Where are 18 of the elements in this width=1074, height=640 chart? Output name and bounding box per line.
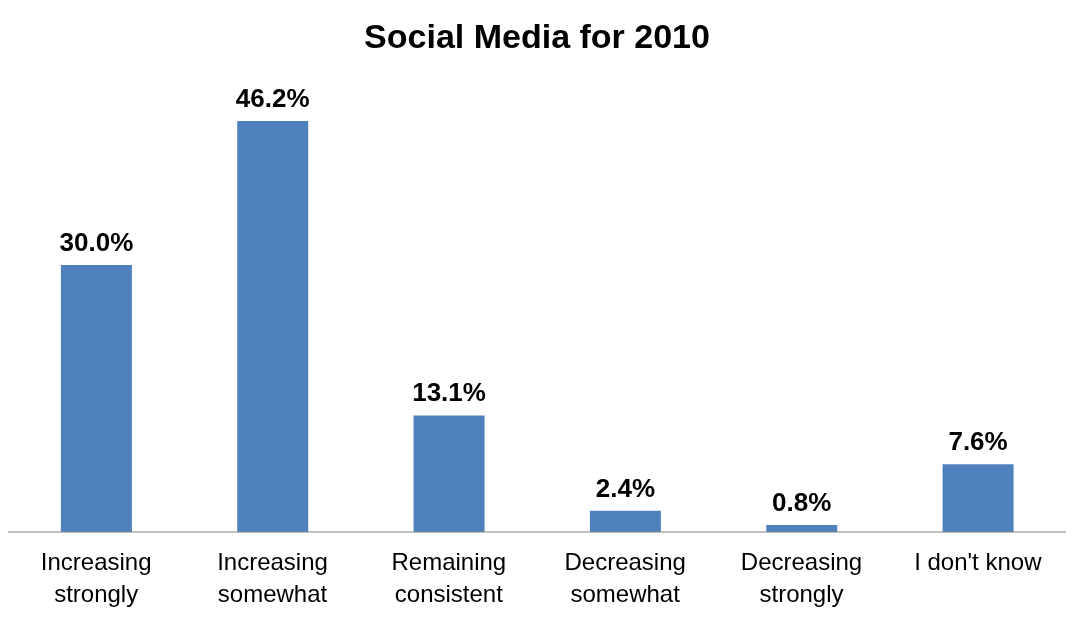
data-label: 30.0% xyxy=(59,227,134,258)
x-tick-label: Increasing somewhat xyxy=(217,548,328,607)
x-tick-label: I don't know xyxy=(914,548,1043,575)
data-label: 46.2% xyxy=(235,82,310,113)
data-label: 7.6% xyxy=(948,426,1008,457)
data-label: 2.4% xyxy=(595,472,656,503)
bar xyxy=(60,265,132,532)
bar xyxy=(237,120,309,532)
bar xyxy=(942,464,1014,532)
chart-title: Social Media for 2010 xyxy=(363,16,711,57)
data-label: 0.8% xyxy=(772,486,832,517)
x-tick-label: Decreasing somewhat xyxy=(564,548,686,607)
x-tick-label: Remaining consistent xyxy=(391,548,507,607)
bar xyxy=(413,415,485,532)
x-tick-label: Decreasing strongly xyxy=(740,548,863,607)
bar xyxy=(589,510,661,532)
data-label: 13.1% xyxy=(412,377,486,408)
x-tick-label: Increasing strongly xyxy=(40,548,152,607)
